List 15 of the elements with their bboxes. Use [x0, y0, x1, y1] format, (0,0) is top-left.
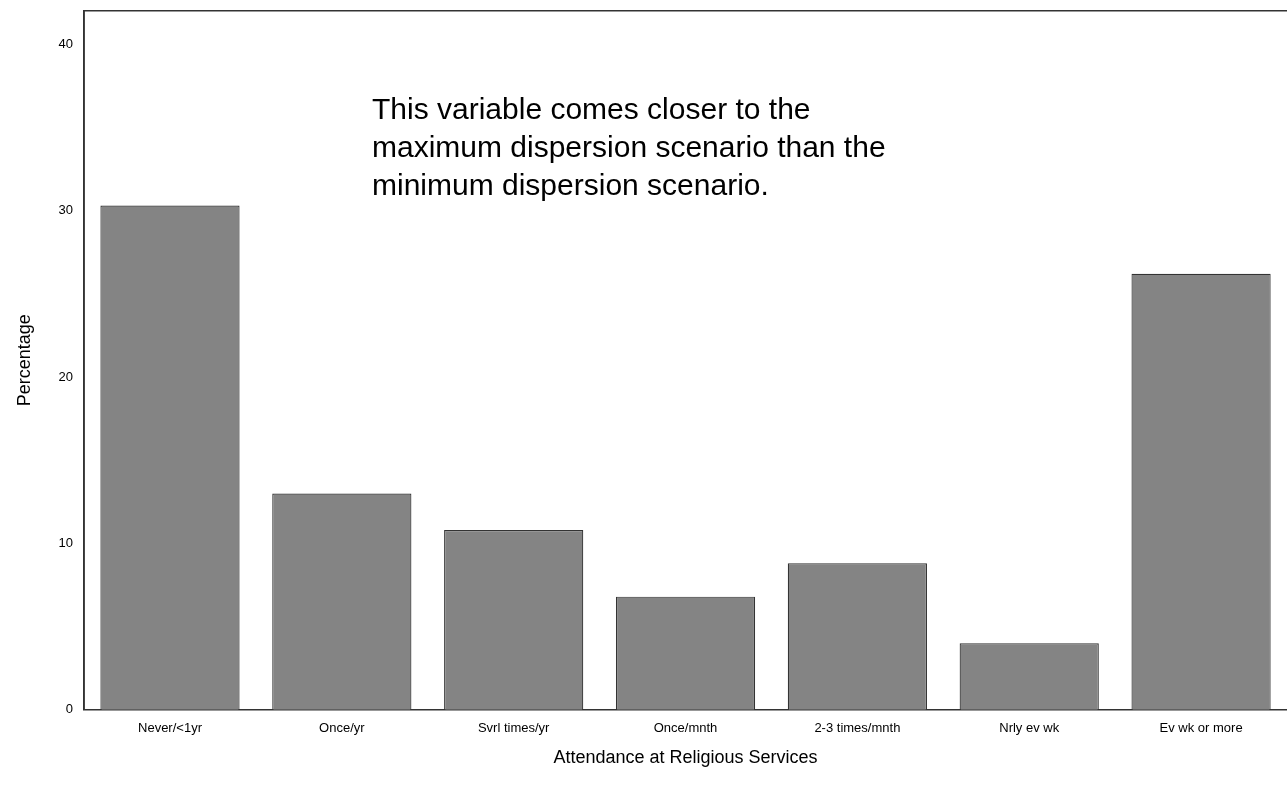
x-tick-label: Never/<1yr [138, 720, 203, 736]
y-tick-label: 10 [58, 534, 74, 550]
x-tick-label: Once/yr [319, 720, 366, 736]
y-tick-label: 30 [58, 202, 74, 218]
y-tick-label: 0 [65, 701, 74, 717]
x-axis-title: Attendance at Religious Services [553, 747, 818, 768]
x-tick-label: 2-3 times/mnth [814, 720, 901, 736]
x-tick-label: Once/mnth [653, 720, 718, 736]
x-tick-label: Svrl times/yr [477, 720, 551, 736]
y-tick-label: 20 [58, 368, 74, 384]
y-axis-title: Percentage [13, 314, 34, 407]
x-tick-label: Nrly ev wk [999, 720, 1060, 736]
annotation: This variable comes closer to the maximum dispersion scenario than the minimum dispersion scenario. [372, 91, 887, 203]
y-tick-label: 40 [58, 35, 74, 51]
x-tick-label: Ev wk or more [1159, 720, 1243, 736]
